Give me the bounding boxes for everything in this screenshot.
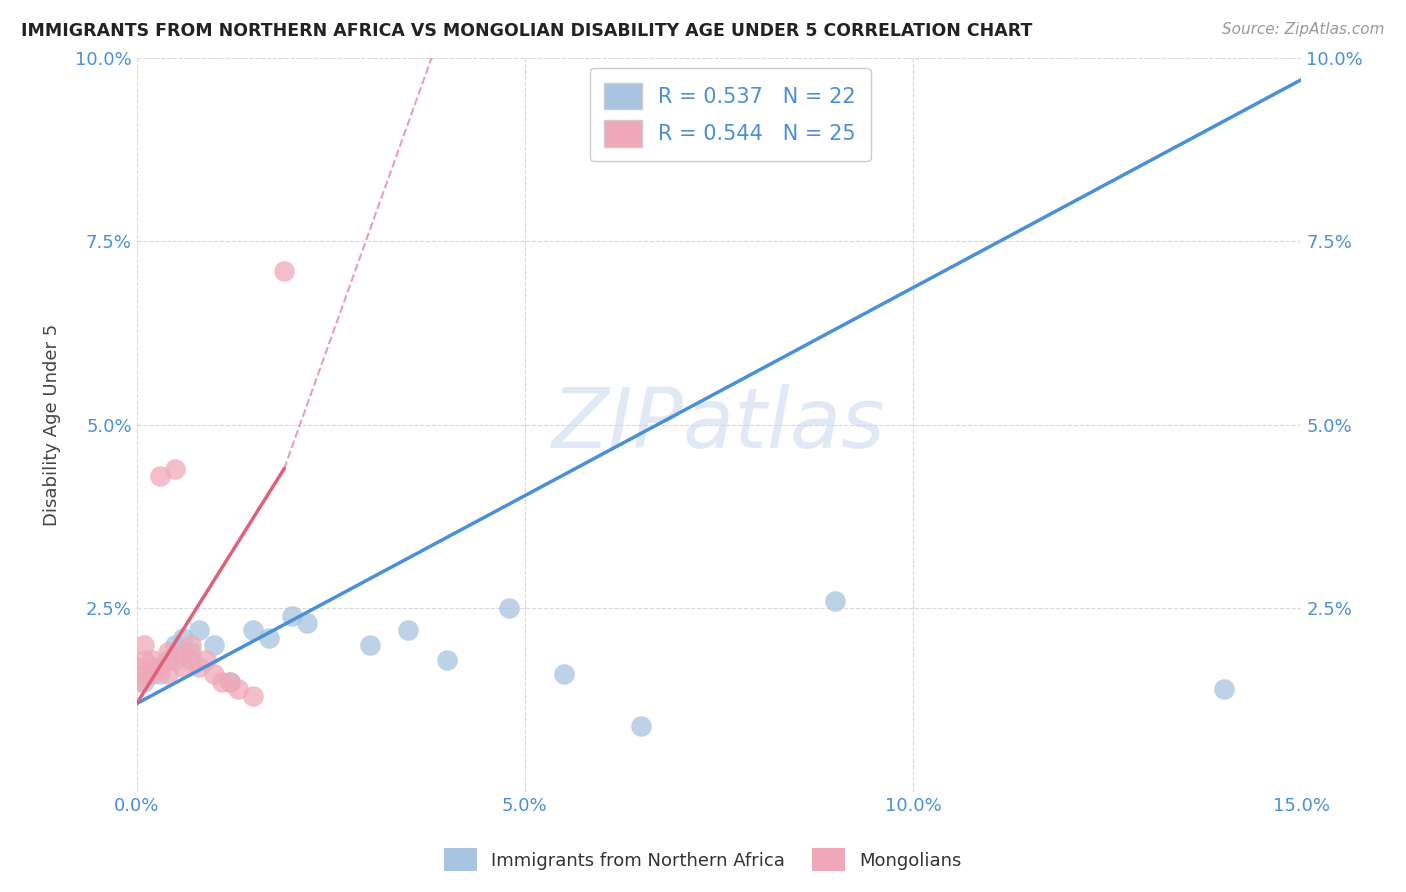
- Point: [156, 645, 179, 659]
- Point: [218, 674, 240, 689]
- Legend: Immigrants from Northern Africa, Mongolians: Immigrants from Northern Africa, Mongoli…: [437, 841, 969, 879]
- Point: [141, 667, 163, 681]
- Point: [134, 652, 156, 666]
- Point: [436, 652, 458, 666]
- Point: [165, 638, 187, 652]
- Point: [202, 638, 225, 652]
- Text: IMMIGRANTS FROM NORTHERN AFRICA VS MONGOLIAN DISABILITY AGE UNDER 5 CORRELATION : IMMIGRANTS FROM NORTHERN AFRICA VS MONGO…: [21, 22, 1032, 40]
- Text: ZIPatlas: ZIPatlas: [553, 384, 886, 466]
- Point: [824, 594, 846, 608]
- Point: [273, 263, 295, 277]
- Point: [498, 601, 520, 615]
- Point: [195, 652, 218, 666]
- Point: [202, 667, 225, 681]
- Point: [134, 667, 156, 681]
- Point: [156, 652, 179, 666]
- Point: [125, 674, 148, 689]
- Point: [134, 638, 156, 652]
- Point: [172, 660, 194, 674]
- Text: Source: ZipAtlas.com: Source: ZipAtlas.com: [1222, 22, 1385, 37]
- Point: [242, 624, 264, 638]
- Point: [125, 660, 148, 674]
- Point: [172, 645, 194, 659]
- Point: [180, 638, 202, 652]
- Point: [257, 631, 280, 645]
- Point: [149, 469, 172, 483]
- Point: [281, 608, 304, 623]
- Point: [149, 667, 172, 681]
- Point: [180, 645, 202, 659]
- Point: [180, 652, 202, 666]
- Point: [242, 690, 264, 704]
- Point: [211, 674, 233, 689]
- Point: [187, 660, 209, 674]
- Point: [218, 674, 240, 689]
- Point: [172, 631, 194, 645]
- Point: [149, 660, 172, 674]
- Point: [396, 624, 419, 638]
- Point: [141, 660, 163, 674]
- Point: [165, 461, 187, 475]
- Point: [1212, 681, 1234, 696]
- Point: [359, 638, 381, 652]
- Point: [165, 652, 187, 666]
- Point: [187, 624, 209, 638]
- Point: [141, 652, 163, 666]
- Point: [226, 681, 249, 696]
- Y-axis label: Disability Age Under 5: Disability Age Under 5: [44, 324, 60, 525]
- Point: [134, 674, 156, 689]
- Point: [156, 667, 179, 681]
- Point: [630, 718, 652, 732]
- Point: [553, 667, 575, 681]
- Legend: R = 0.537   N = 22, R = 0.544   N = 25: R = 0.537 N = 22, R = 0.544 N = 25: [589, 68, 870, 161]
- Point: [297, 615, 319, 630]
